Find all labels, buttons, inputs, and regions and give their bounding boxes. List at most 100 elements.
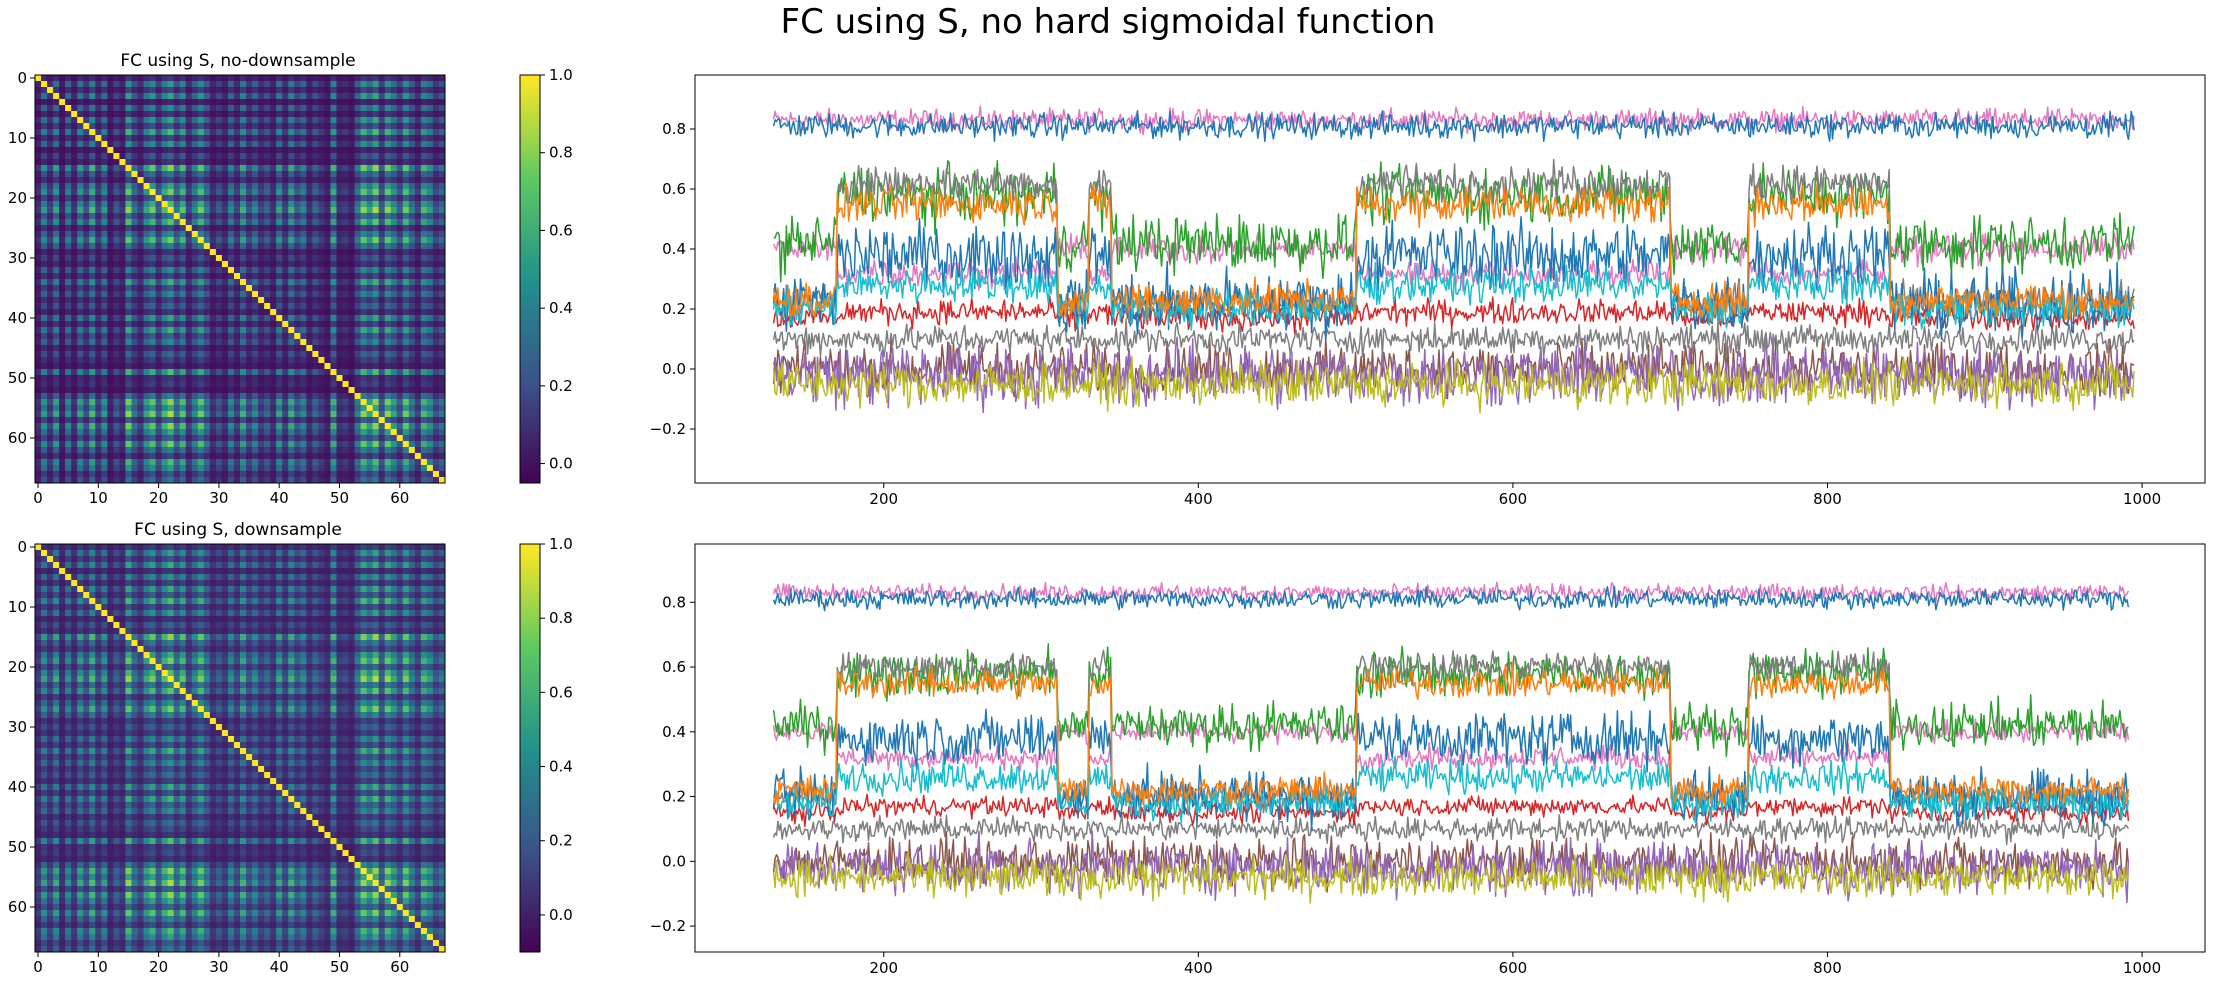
colorbar-segment xyxy=(520,313,540,317)
heatmap-cell xyxy=(197,339,205,346)
heatmap-cell xyxy=(59,99,66,106)
heatmap-cell xyxy=(173,177,181,184)
heatmap-cell xyxy=(300,429,307,436)
heatmap-cell xyxy=(300,135,307,142)
heatmap-cell xyxy=(185,429,193,436)
heatmap-cell xyxy=(161,357,169,364)
heatmap-cell xyxy=(390,459,398,466)
heatmap-cell xyxy=(179,195,187,202)
heatmap-cell xyxy=(227,411,235,418)
heatmap-cell xyxy=(185,285,193,292)
heatmap-cell xyxy=(414,477,422,484)
heatmap-cell xyxy=(113,471,120,478)
heatmap-cell xyxy=(173,544,181,551)
heatmap-cell xyxy=(348,333,355,340)
heatmap-cell xyxy=(137,291,144,298)
heatmap-cell xyxy=(348,459,355,466)
heatmap-cell xyxy=(125,105,132,112)
heatmap-cell xyxy=(312,465,319,472)
heatmap-cell xyxy=(288,393,295,400)
heatmap-cell xyxy=(125,417,132,424)
heatmap-cell xyxy=(83,237,90,244)
heatmap-cell xyxy=(149,465,156,472)
heatmap-cell xyxy=(203,177,211,184)
heatmap-cell xyxy=(101,87,108,94)
heatmap-cell xyxy=(53,105,60,112)
heatmap-cell xyxy=(185,556,193,563)
heatmap-cell xyxy=(221,417,229,424)
heatmap-cell xyxy=(294,291,301,298)
heatmap-cell xyxy=(137,303,144,310)
heatmap-cell xyxy=(77,87,84,94)
heatmap-cell xyxy=(119,315,126,322)
heatmap-cell xyxy=(318,429,325,436)
heatmap-cell xyxy=(125,429,132,436)
heatmap-cell xyxy=(306,165,313,172)
heatmap-cell xyxy=(143,459,150,466)
heatmap-cell xyxy=(101,321,108,328)
heatmap-cell xyxy=(215,237,223,244)
heatmap-cell xyxy=(221,381,229,388)
heatmap-cell xyxy=(336,255,343,262)
heatmap-cell xyxy=(396,81,404,88)
heatmap-cell xyxy=(197,381,205,388)
heatmap-cell xyxy=(378,183,386,190)
colorbar-segment xyxy=(520,146,540,151)
heatmap-cell xyxy=(408,369,416,376)
heatmap-cell xyxy=(408,447,416,454)
heatmap-cell xyxy=(185,411,193,418)
heatmap-cell xyxy=(53,123,60,130)
heatmap-cell xyxy=(125,141,132,148)
heatmap-cell xyxy=(372,399,380,406)
heatmap-cell xyxy=(330,165,337,172)
heatmap-cell xyxy=(131,75,138,82)
heatmap-cell xyxy=(77,447,84,454)
heatmap-cell xyxy=(95,375,102,382)
heatmap-cell xyxy=(366,225,374,232)
heatmap-cell xyxy=(143,249,150,256)
heatmap-cell xyxy=(113,249,120,256)
heatmap-cell xyxy=(173,273,181,280)
heatmap-cell xyxy=(143,105,150,112)
heatmap-cell xyxy=(360,243,368,250)
heatmap-cell xyxy=(348,477,355,484)
heatmap-cell xyxy=(288,291,295,298)
heatmap-cell xyxy=(185,159,193,166)
heatmap-cell xyxy=(197,105,205,112)
heatmap-cell xyxy=(378,435,386,442)
heatmap-cell xyxy=(35,159,42,166)
heatmap-cell xyxy=(101,273,108,280)
heatmap-cell xyxy=(336,309,343,316)
heatmap-cell xyxy=(372,339,380,346)
heatmap-cell xyxy=(95,435,102,442)
heatmap-cell xyxy=(95,399,102,406)
heatmap-cell xyxy=(396,261,404,268)
heatmap-cell xyxy=(125,129,132,136)
heatmap-cell xyxy=(65,87,72,94)
heatmap-cell xyxy=(294,219,301,226)
heatmap-cell xyxy=(324,327,331,334)
heatmap-cell xyxy=(300,195,307,202)
heatmap-cell xyxy=(41,273,48,280)
heatmap-cell xyxy=(161,249,169,256)
heatmap-cell xyxy=(95,183,102,190)
heatmap-cell xyxy=(408,165,416,172)
heatmap-cell xyxy=(41,231,48,238)
heatmap-cell xyxy=(233,255,241,262)
heatmap-cell xyxy=(59,141,66,148)
heatmap-cell xyxy=(390,189,398,196)
heatmap-cell xyxy=(71,243,78,250)
heatmap-cell xyxy=(119,411,126,418)
heatmap-cell xyxy=(426,327,434,334)
heatmap-cell xyxy=(276,195,283,202)
heatmap-cell xyxy=(173,465,181,472)
heatmap-cell xyxy=(258,411,265,418)
heatmap-cell xyxy=(185,147,193,154)
heatmap-cell xyxy=(354,345,361,352)
heatmap-cell xyxy=(324,201,331,208)
heatmap-cell xyxy=(324,345,331,352)
heatmap-cell xyxy=(372,369,380,376)
heatmap-cell xyxy=(119,177,126,184)
heatmap-cell xyxy=(354,261,361,268)
heatmap-cell xyxy=(59,249,66,256)
